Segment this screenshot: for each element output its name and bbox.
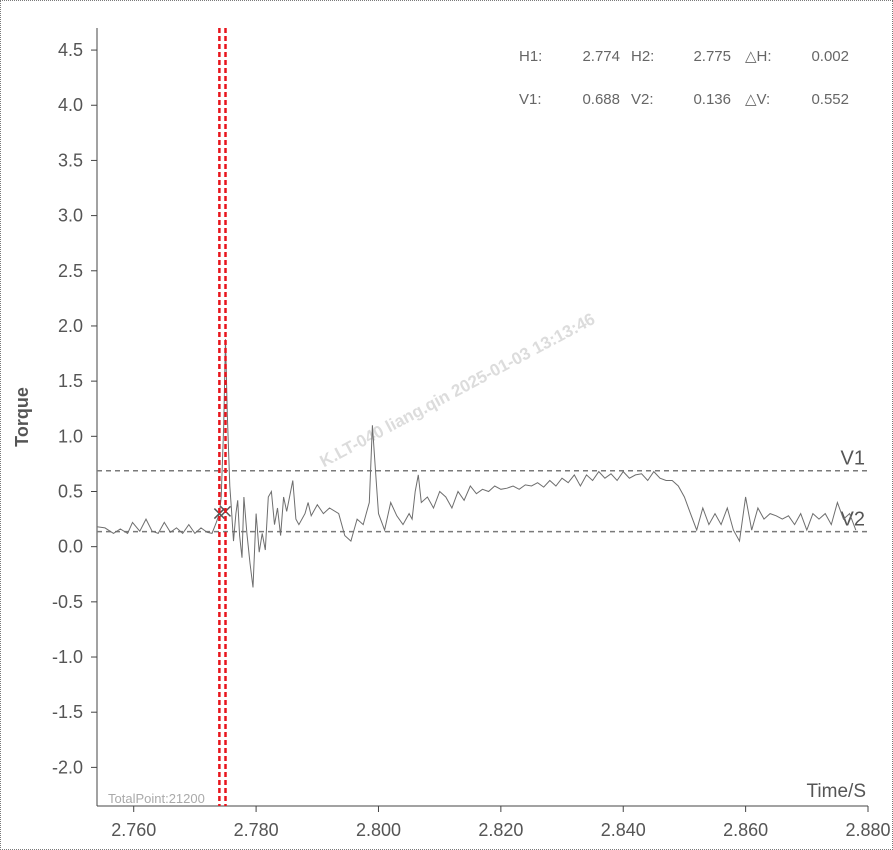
y-tick-label: -2.0 (52, 757, 83, 777)
v2-reference-label: V2 (841, 509, 865, 531)
x-axis-title: Time/S (807, 781, 866, 802)
y-tick-label: -0.5 (52, 592, 83, 612)
v2-value: 0.136 (693, 91, 731, 108)
x-tick-label: 2.800 (356, 820, 401, 840)
h2-value: 2.775 (693, 48, 731, 65)
v1-label: V1: (519, 91, 542, 108)
h1-label: H1: (519, 48, 542, 65)
dv-value: 0.552 (811, 91, 849, 108)
x-ticks: 2.760 2.780 2.800 2.820 2.840 2.860 2.880 (111, 806, 891, 840)
torque-series-line (96, 339, 857, 588)
y-tick-label: 4.5 (58, 40, 83, 60)
x-tick-label: 2.880 (845, 820, 890, 840)
cursor-readout: H1: 2.774 H2: 2.775 △H: 0.002 V1: 0.688 … (519, 48, 849, 108)
cursor-markers (213, 505, 232, 520)
y-tick-label: 3.0 (58, 206, 83, 226)
x-tick-label: 2.860 (723, 820, 768, 840)
y-tick-label: 2.0 (58, 316, 83, 336)
x-tick-label: 2.820 (478, 820, 523, 840)
v2-label: V2: (631, 91, 654, 108)
x-tick-label: 2.840 (601, 820, 646, 840)
v1-reference-label: V1 (841, 448, 865, 470)
h1-value: 2.774 (582, 48, 620, 65)
dh-value: 0.002 (811, 48, 849, 65)
watermark: K.LT-040 liang.qin 2025-01-03 13:13:46 (317, 309, 598, 471)
y-tick-label: -1.0 (52, 647, 83, 667)
y-tick-label: 0.5 (58, 481, 83, 501)
y-tick-label: 2.5 (58, 261, 83, 281)
y-tick-label: -1.5 (52, 702, 83, 722)
cursor-marker-icon (213, 508, 225, 520)
dh-label: △H: (745, 48, 772, 65)
x-tick-label: 2.780 (234, 820, 279, 840)
y-ticks: 4.5 4.0 3.5 3.0 2.5 2.0 1.5 1.0 0.5 0.0 -0.5 -1.0 -1… (52, 40, 97, 777)
y-tick-label: 0.0 (58, 537, 83, 557)
h2-label: H2: (631, 48, 654, 65)
y-tick-label: 3.5 (58, 150, 83, 170)
y-tick-label: 1.5 (58, 371, 83, 391)
total-point-count: TotalPoint:21200 (108, 791, 205, 806)
v1-value: 0.688 (582, 91, 620, 108)
dv-label: △V: (745, 91, 770, 108)
y-axis-title: Torque (12, 387, 32, 447)
y-tick-label: 1.0 (58, 426, 83, 446)
x-tick-label: 2.760 (111, 820, 156, 840)
y-tick-label: 4.0 (58, 95, 83, 115)
